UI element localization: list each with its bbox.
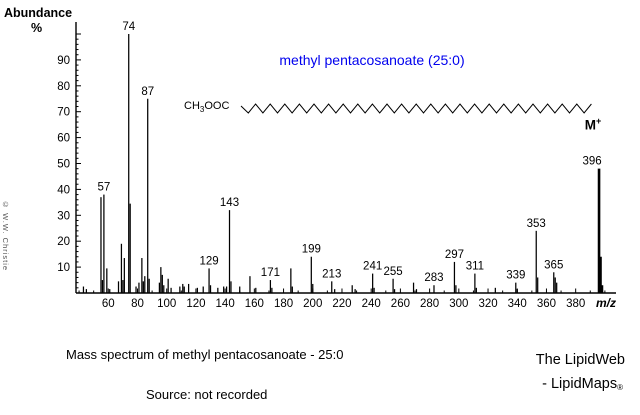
y-tick-label: 80: [57, 81, 70, 93]
peak-label-311: 311: [466, 261, 484, 273]
peak-label-255: 255: [384, 266, 403, 278]
peak-label-241: 241: [363, 261, 382, 273]
x-tick-label: 320: [478, 298, 497, 310]
peak-label-283: 283: [424, 272, 443, 284]
y-tick-label: 10: [57, 262, 70, 274]
y-tick-label: 90: [57, 55, 70, 67]
footer-source: Source: not recorded: [146, 387, 268, 402]
peak-label-353: 353: [527, 218, 546, 230]
molecular-ion-label: M+: [578, 116, 608, 133]
y-tick-label: 50: [57, 159, 70, 171]
peak-label-199: 199: [302, 244, 321, 256]
peak-label-57: 57: [97, 182, 110, 194]
x-tick-label: 180: [274, 298, 293, 310]
registered-mark: ®: [617, 383, 623, 392]
peak-label-396: 396: [582, 156, 601, 168]
x-tick-label: 360: [537, 298, 556, 310]
molecular-ion-plus: +: [595, 116, 602, 126]
x-tick-label: 300: [449, 298, 468, 310]
y-axis-title: Abundance: [4, 6, 73, 20]
x-tick-label: 120: [186, 298, 205, 310]
spectrum-plot: 10 20 30 40 50 60 70 80 90 60 80 100 120 140 160 180 200…: [57, 21, 616, 310]
peak-label-87: 87: [141, 86, 154, 98]
x-tick-label: 100: [157, 298, 176, 310]
peak-label-297: 297: [445, 249, 464, 261]
footer-caption: Mass spectrum of methyl pentacosanoate -…: [66, 347, 344, 362]
x-tick-label: 140: [216, 298, 235, 310]
structure-zigzag-chain: [240, 103, 592, 114]
y-axis-units: %: [31, 21, 43, 35]
peak-label-143: 143: [220, 197, 239, 209]
peak-label-339: 339: [506, 270, 525, 282]
formula-subscript: 3: [199, 105, 205, 115]
structure-formula: CH3OOC: [184, 100, 229, 114]
peak-label-213: 213: [322, 268, 341, 280]
peak-label-74: 74: [122, 21, 135, 33]
x-tick-label: 60: [102, 298, 115, 310]
peak-label-365: 365: [544, 259, 563, 271]
y-tick-label: 60: [57, 133, 70, 145]
x-tick-label: 160: [245, 298, 264, 310]
y-tick-label: 40: [57, 184, 70, 196]
x-tick-label: 240: [362, 298, 381, 310]
copyright-watermark: © W.W. Christie: [1, 200, 10, 272]
x-tick-label: 340: [508, 298, 527, 310]
brand-lipidweb: The LipidWeb: [535, 352, 625, 368]
y-tick-label: 20: [57, 236, 70, 248]
brand-lipidmaps-text: - LipidMaps: [542, 376, 618, 392]
y-tick-label: 70: [57, 107, 70, 119]
formula-suffix: OOC: [204, 100, 230, 112]
x-tick-label: 80: [131, 298, 144, 310]
molecular-ion-m: M: [584, 117, 596, 133]
brand-lipidmaps: - LipidMaps®: [542, 376, 623, 392]
x-tick-label: 260: [391, 298, 410, 310]
x-tick-label: 220: [332, 298, 351, 310]
x-axis-label: m/z: [596, 296, 617, 310]
y-tick-label: 30: [57, 210, 70, 222]
peak-label-171: 171: [261, 267, 280, 279]
x-tick-label: 200: [303, 298, 322, 310]
x-tick-label: 280: [420, 298, 439, 310]
peak-label-129: 129: [199, 255, 218, 267]
x-tick-label: 380: [566, 298, 585, 310]
formula-prefix: CH: [184, 100, 200, 112]
chart-title: methyl pentacosanoate (25:0): [279, 52, 465, 68]
